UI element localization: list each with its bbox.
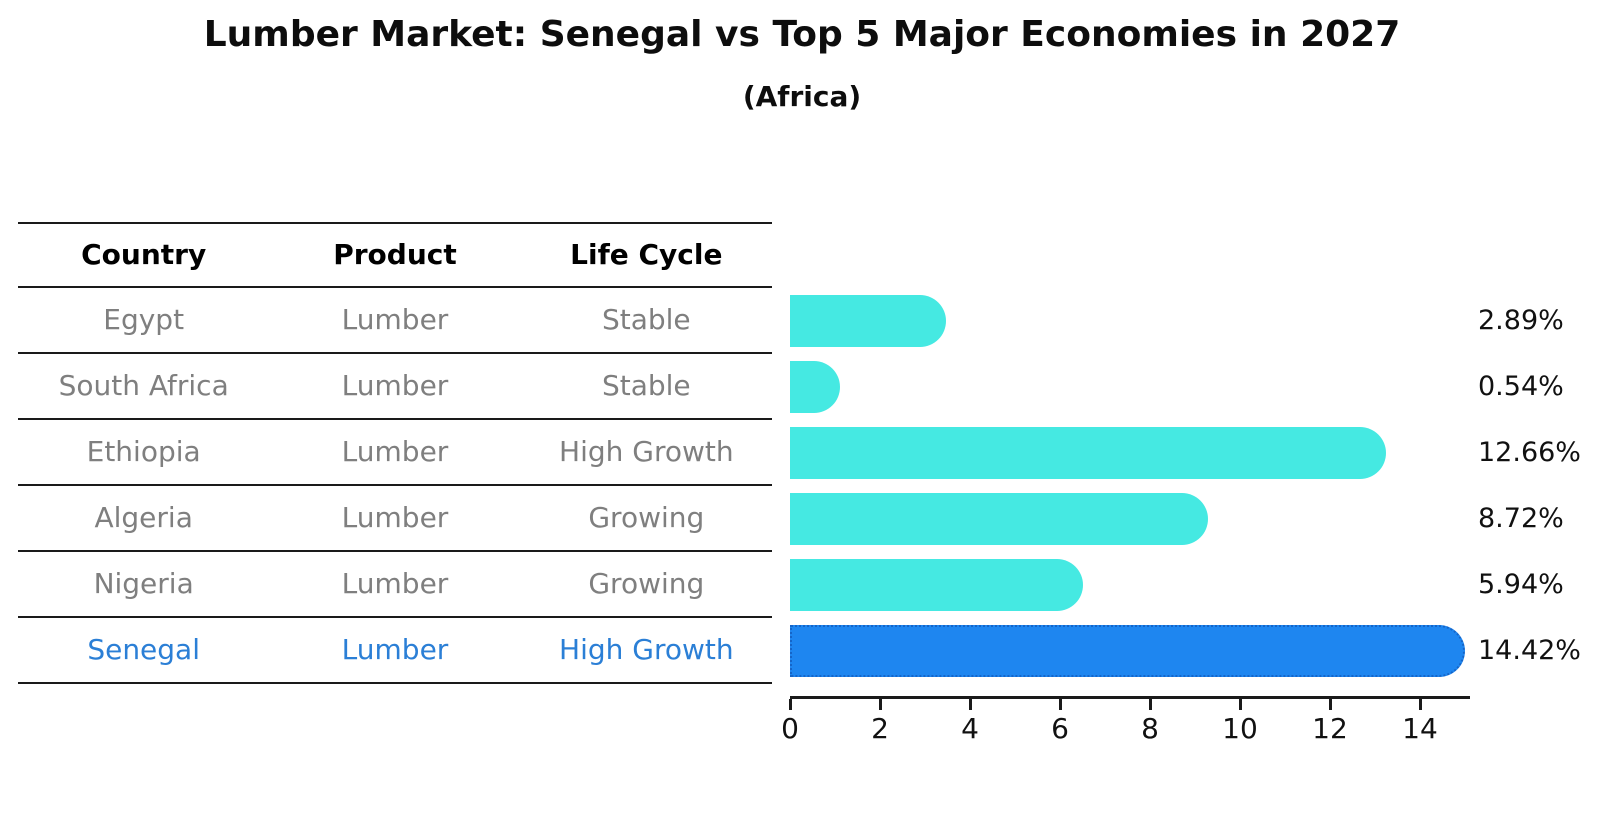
- x-tick-mark-0: [789, 699, 792, 710]
- column-header-country: Country: [81, 238, 207, 271]
- cell-product: Lumber: [341, 567, 449, 600]
- chart-subtitle: (Africa): [742, 80, 862, 113]
- cell-life-cycle: Stable: [601, 303, 691, 336]
- table-row-algeria: Algeria Lumber Growing: [18, 486, 772, 552]
- cell-life-cycle: Growing: [588, 501, 705, 534]
- x-tick-label-8: 8: [1141, 712, 1159, 745]
- value-label-egypt: 2.89%: [1478, 305, 1564, 336]
- bar-senegal: [790, 625, 1465, 677]
- chart-title: Lumber Market: Senegal vs Top 5 Major Ec…: [203, 14, 1401, 55]
- x-tick-label-12: 12: [1312, 712, 1348, 745]
- x-tick-mark-8: [1149, 699, 1152, 710]
- cell-country: Algeria: [94, 501, 193, 534]
- column-header-life-cycle: Life Cycle: [570, 238, 723, 271]
- value-label-nigeria: 5.94%: [1478, 569, 1564, 600]
- value-label-ethiopia: 12.66%: [1478, 437, 1581, 468]
- cell-life-cycle: Stable: [601, 369, 691, 402]
- bar-nigeria: [790, 559, 1083, 611]
- x-tick-mark-2: [879, 699, 882, 710]
- cell-country: Nigeria: [93, 567, 194, 600]
- cell-country: Senegal: [87, 633, 200, 666]
- cell-country: South Africa: [58, 369, 229, 402]
- x-tick-mark-6: [1059, 699, 1062, 710]
- table-row-egypt: Egypt Lumber Stable: [18, 288, 772, 354]
- x-tick-label-14: 14: [1402, 712, 1438, 745]
- value-label-senegal: 14.42%: [1478, 635, 1581, 666]
- table-row-south-africa: South Africa Lumber Stable: [18, 354, 772, 420]
- cell-product: Lumber: [341, 369, 449, 402]
- x-tick-label-0: 0: [781, 712, 799, 745]
- bar-egypt: [790, 295, 946, 347]
- bar-ethiopia: [790, 427, 1386, 479]
- table-row-ethiopia: Ethiopia Lumber High Growth: [18, 420, 772, 486]
- cell-product: Lumber: [341, 303, 449, 336]
- x-tick-label-6: 6: [1051, 712, 1069, 745]
- x-tick-mark-10: [1239, 699, 1242, 710]
- x-axis-line: [790, 696, 1470, 699]
- table-row-nigeria: Nigeria Lumber Growing: [18, 552, 772, 618]
- cell-life-cycle: High Growth: [559, 633, 734, 666]
- bar-south-africa: [790, 361, 840, 413]
- table-header: Country Product Life Cycle: [18, 222, 772, 288]
- cell-country: Ethiopia: [86, 435, 201, 468]
- cell-product: Lumber: [341, 633, 449, 666]
- x-tick-label-4: 4: [961, 712, 979, 745]
- x-tick-label-2: 2: [871, 712, 889, 745]
- cell-life-cycle: High Growth: [559, 435, 734, 468]
- cell-product: Lumber: [341, 435, 449, 468]
- cell-life-cycle: Growing: [588, 567, 705, 600]
- cell-country: Egypt: [103, 303, 185, 336]
- value-label-south-africa: 0.54%: [1478, 371, 1564, 402]
- x-tick-mark-4: [969, 699, 972, 710]
- table-row-senegal: Senegal Lumber High Growth: [18, 618, 772, 684]
- cell-product: Lumber: [341, 501, 449, 534]
- x-tick-mark-14: [1419, 699, 1422, 710]
- table-body: Egypt Lumber Stable South Africa Lumber Stabl…: [18, 288, 772, 684]
- bar-algeria: [790, 493, 1208, 545]
- column-header-product: Product: [333, 238, 457, 271]
- x-tick-label-10: 10: [1222, 712, 1258, 745]
- x-tick-mark-12: [1329, 699, 1332, 710]
- value-label-algeria: 8.72%: [1478, 503, 1564, 534]
